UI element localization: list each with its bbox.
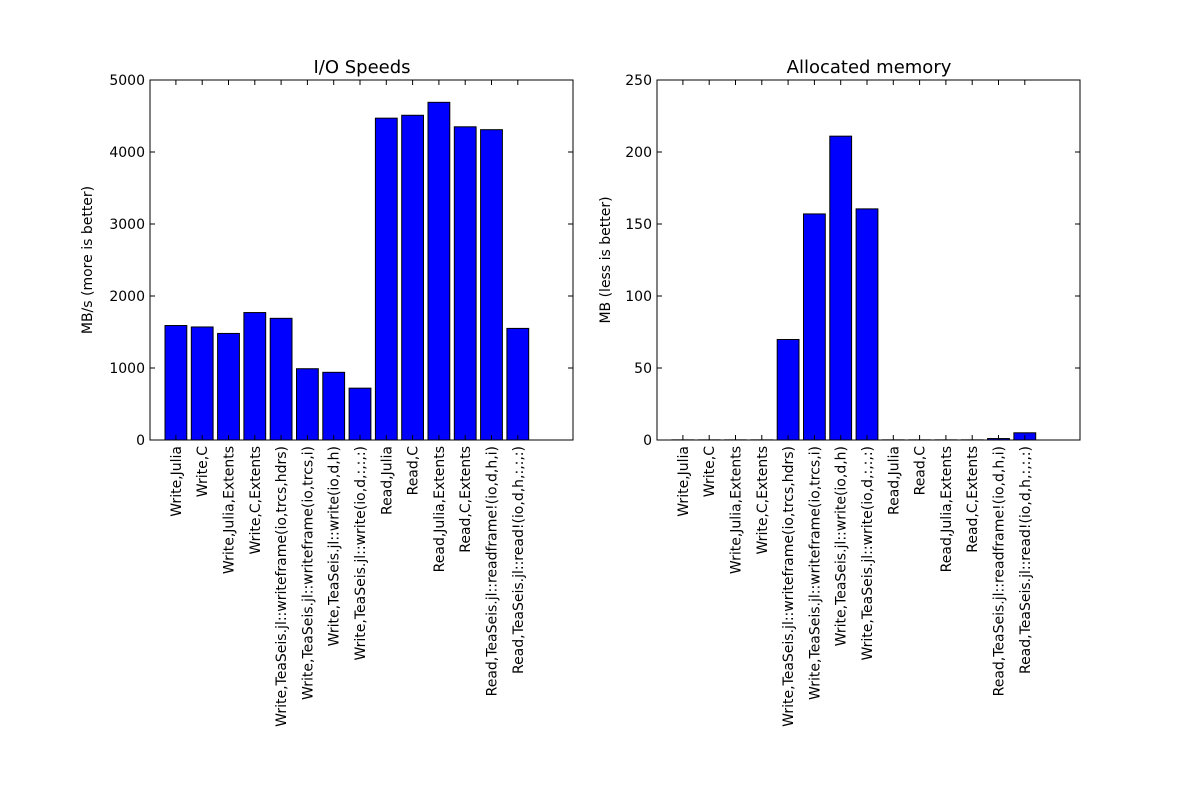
bar [480,129,503,441]
x-tick-label: Read,TeaSeis.jl::readframe!(io,d,h,i) [992,446,1008,696]
x-tick-label: Write,C [195,446,211,497]
allocated-memory-chart: Allocated memory MB (less is better) 0 50… [598,57,1081,727]
bar [374,117,398,441]
axes-frame [656,79,1081,441]
plot-area: 0 1000 2000 3000 4000 5000 Write,Julia Write,C W… [109,73,574,727]
x-tick-label: Write,TeaSeis.jl::write(io,d,:,:,:) [353,446,369,661]
y-tick-label: 5000 [109,73,145,89]
bar [803,213,826,441]
y-tick-label: 200 [625,145,652,161]
bar [243,312,267,441]
x-tick-label: Read,Julia [886,446,902,515]
bar [190,326,214,441]
x-tick-label: Write,TeaSeis.jl::writeframe(io,trcs,hdr… [274,446,290,727]
bar [164,325,188,441]
bar [453,126,477,441]
x-tick-label: Write,C [702,446,718,497]
x-tick-label: Write,C,Extents [248,446,264,555]
bar [829,135,853,441]
x-tick-label: Read,C [406,446,422,496]
axes-frame [149,79,574,441]
x-tick-label: Write,TeaSeis.jl::write(io,d,h) [327,446,343,646]
x-tick-label: Write,TeaSeis.jl::writeframe(io,trcs,i) [807,446,823,700]
bar [348,387,372,441]
y-tick-label: 0 [136,433,145,449]
io-speeds-chart: I/O Speeds MB/s (more is better) 0 1000 20… [80,57,574,727]
x-tick-label: Read,C,Extents [458,446,474,553]
x-tick-label: Read,TeaSeis.jl::read!(io,d,h,:,:,:) [511,446,527,674]
bar [296,368,319,441]
x-tick-label: Write,C,Extents [755,446,771,555]
chart-title: Allocated memory [787,57,952,78]
bar [427,101,451,441]
y-axis-label: MB (less is better) [598,196,614,323]
bar [217,332,240,441]
bar [776,338,800,441]
bar [401,114,425,441]
y-tick-label: 4000 [109,145,145,161]
y-axis-label: MB/s (more is better) [80,186,96,334]
y-tick-label: 3000 [109,217,145,233]
x-tick-label: Write,Julia,Extents [729,446,745,574]
x-tick-label: Write,Julia [169,446,185,517]
x-tick-label: Write,TeaSeis.jl::write(io,d,h) [834,446,850,646]
bar [322,371,346,441]
x-tick-label: Write,TeaSeis.jl::write(io,d,:,:,:) [860,446,876,661]
bar [855,208,879,441]
x-tick-label: Write,TeaSeis.jl::writeframe(io,trcs,i) [300,446,316,700]
x-tick-label: Read,TeaSeis.jl::readframe!(io,d,h,i) [485,446,501,696]
y-tick-label: 1000 [109,361,145,377]
bar [506,327,530,441]
x-tick-label: Read,TeaSeis.jl::read!(io,d,h,:,:,:) [1018,446,1034,674]
x-tick-label: Write,Julia,Extents [222,446,238,574]
y-tick-label: 150 [625,217,652,233]
x-tick-label: Read,C [913,446,929,496]
bar [269,317,293,441]
x-tick-label: Read,Julia,Extents [939,446,955,572]
y-tick-label: 100 [625,289,652,305]
chart-title: I/O Speeds [313,57,410,78]
y-tick-label: 2000 [109,289,145,305]
y-tick-label: 250 [625,73,652,89]
y-tick-label: 50 [634,361,652,377]
x-tick-label: Read,Julia [379,446,395,515]
x-tick-label: Read,Julia,Extents [432,446,448,572]
y-tick-label: 0 [643,433,652,449]
plot-area: 0 50 100 150 200 250 Write,Julia Write,C Write,J… [625,73,1081,727]
x-tick-label: Write,Julia [676,446,692,517]
x-tick-label: Read,C,Extents [965,446,981,553]
x-tick-label: Write,TeaSeis.jl::writeframe(io,trcs,hdr… [781,446,797,727]
